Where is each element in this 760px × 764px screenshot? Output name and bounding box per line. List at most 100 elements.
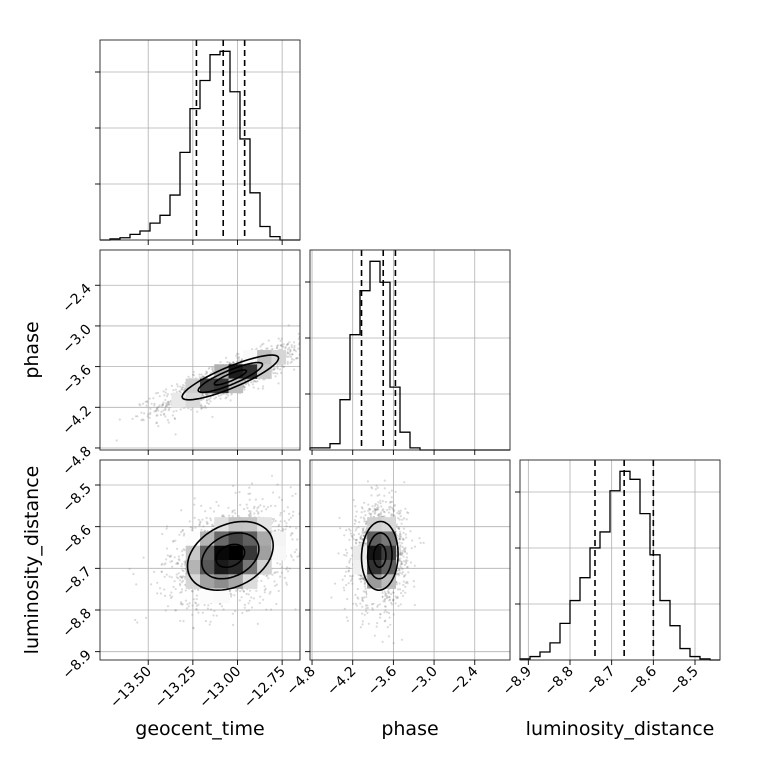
scatter-point <box>197 603 200 606</box>
scatter-point <box>351 582 354 585</box>
scatter-point <box>165 402 168 405</box>
scatter-point <box>209 507 212 510</box>
scatter-point <box>143 412 146 415</box>
scatter-point <box>276 372 279 375</box>
scatter-point <box>396 511 399 515</box>
scatter-point <box>238 491 241 494</box>
scatter-point <box>405 552 408 555</box>
scatter-point <box>211 368 214 371</box>
scatter-point <box>343 475 345 477</box>
x-tick-label: −4.8 <box>284 664 319 699</box>
scatter-point <box>252 380 255 383</box>
scatter-point <box>394 490 397 493</box>
scatter-point <box>255 589 258 592</box>
scatter-point <box>365 542 368 546</box>
scatter-point <box>249 589 252 592</box>
scatter-point <box>399 551 402 555</box>
scatter-point <box>248 498 251 501</box>
scatter-point <box>401 571 404 574</box>
density-block <box>257 350 272 365</box>
scatter-point <box>195 598 198 601</box>
scatter-point <box>384 593 387 596</box>
scatter-point <box>203 603 206 607</box>
scatter-point <box>167 400 170 403</box>
scatter-point <box>379 513 383 516</box>
scatter-point <box>345 554 348 557</box>
density-panel-inner <box>310 460 510 660</box>
scatter-point <box>405 562 408 565</box>
scatter-point <box>400 562 403 566</box>
scatter-point <box>354 505 357 508</box>
scatter-point <box>234 610 237 613</box>
scatter-point <box>167 403 170 406</box>
scatter-point <box>171 560 174 563</box>
scatter-point <box>305 524 307 526</box>
scatter-point <box>359 516 362 519</box>
scatter-point <box>294 350 297 353</box>
scatter-point <box>173 556 176 559</box>
scatter-point <box>383 494 386 497</box>
scatter-point <box>373 634 376 637</box>
scatter-point <box>236 588 239 591</box>
scatter-point <box>286 342 289 345</box>
scatter-point <box>276 346 279 349</box>
scatter-point <box>163 588 166 591</box>
y-tick-label: −4.8 <box>59 443 94 478</box>
scatter-point <box>166 605 170 608</box>
scatter-point <box>243 603 246 607</box>
scatter-point <box>200 407 203 410</box>
scatter-point <box>391 514 394 517</box>
scatter-point <box>171 414 174 417</box>
scatter-point <box>399 553 402 556</box>
scatter-point <box>273 367 276 370</box>
scatter-point <box>288 341 291 344</box>
scatter-point <box>164 405 167 408</box>
scatter-point <box>388 506 391 509</box>
scatter-point <box>290 344 293 347</box>
scatter-point <box>206 398 209 401</box>
scatter-point <box>209 517 212 520</box>
scatter-point <box>405 518 408 521</box>
scatter-point <box>293 348 296 351</box>
scatter-point <box>176 562 179 566</box>
scatter-point <box>397 526 400 529</box>
scatter-point <box>353 533 356 537</box>
density-panel-geocent_time-phase: −4.8 −4.2 −3.6 −3.0 −2.4 <box>59 249 301 479</box>
scatter-point <box>255 509 258 512</box>
density-block <box>214 574 229 589</box>
scatter-point <box>272 520 275 523</box>
scatter-point <box>400 592 403 595</box>
scatter-point <box>386 508 389 512</box>
scatter-point <box>134 415 137 418</box>
scatter-point <box>411 539 414 542</box>
scatter-point <box>370 494 373 497</box>
scatter-point <box>155 392 158 395</box>
scatter-point <box>345 583 348 587</box>
scatter-point <box>276 366 279 369</box>
scatter-point <box>211 523 214 526</box>
scatter-point <box>407 511 410 515</box>
scatter-point <box>207 398 210 401</box>
scatter-point <box>390 489 393 492</box>
x-tick-label: −13.25 <box>152 664 200 712</box>
scatter-point <box>297 343 300 346</box>
scatter-point <box>175 562 178 565</box>
scatter-point <box>374 502 377 506</box>
density-block <box>228 517 244 532</box>
scatter-point <box>390 593 393 596</box>
scatter-point <box>200 405 203 408</box>
scatter-point <box>406 580 409 583</box>
scatter-point <box>404 581 407 584</box>
scatter-point <box>180 601 183 604</box>
scatter-point <box>195 607 198 611</box>
scatter-point <box>207 393 210 396</box>
scatter-point <box>222 608 225 611</box>
scatter-point <box>400 563 403 566</box>
scatter-point <box>396 569 399 573</box>
scatter-point <box>349 579 352 582</box>
scatter-point <box>249 513 252 516</box>
scatter-point <box>211 524 214 528</box>
scatter-point <box>264 587 267 590</box>
x-tick-label: −3.6 <box>365 663 400 698</box>
scatter-point <box>384 609 387 612</box>
